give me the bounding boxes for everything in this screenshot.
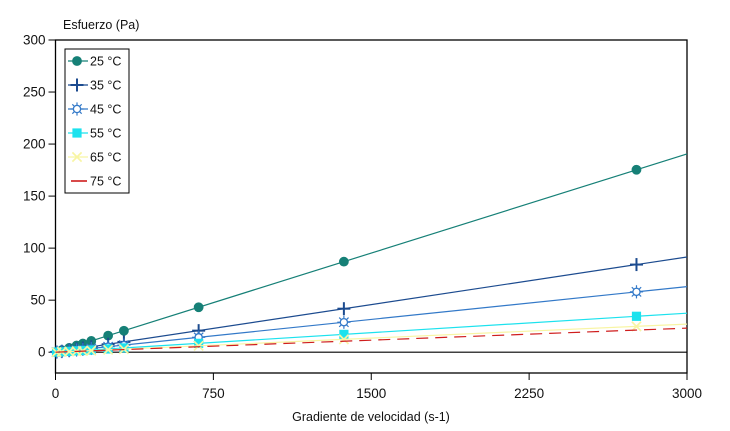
- x-axis-title: Gradiente de velocidad (s-1): [292, 410, 450, 424]
- series-75c: [55, 327, 688, 353]
- x-tick-label: 3000: [672, 386, 702, 401]
- legend-label: 55 °C: [90, 127, 121, 141]
- legend: 25 °C 35 °C 45 °C 55 °C 65 °C 75 °C: [64, 48, 130, 194]
- legend-label: 65 °C: [90, 151, 121, 165]
- x-tick-label: 1500: [356, 386, 386, 401]
- circle-marker-icon: [338, 256, 349, 267]
- circle-marker-icon: [72, 56, 82, 66]
- sun-marker-icon: [632, 287, 641, 297]
- legend-item: 35 °C: [68, 78, 121, 93]
- y-tick-label: 300: [23, 33, 46, 48]
- legend-item: 55 °C: [68, 127, 121, 141]
- square-marker-icon: [119, 343, 129, 353]
- y-tick-label: 150: [23, 189, 46, 204]
- series-line: [55, 327, 688, 353]
- square-marker-icon: [194, 338, 204, 348]
- legend-item: 65 °C: [68, 151, 121, 165]
- series-line: [55, 256, 688, 353]
- square-marker-icon: [339, 329, 349, 339]
- legend-item: 25 °C: [68, 55, 121, 69]
- y-tick-label: 250: [23, 85, 46, 100]
- y-tick-label: 50: [30, 293, 45, 308]
- y-tick-label: 0: [38, 345, 46, 360]
- x-tick-label: 2250: [514, 386, 544, 401]
- y-axis-title: Esfuerzo (Pa): [63, 18, 139, 32]
- circle-marker-icon: [193, 302, 204, 313]
- legend-label: 25 °C: [90, 55, 121, 69]
- sun-marker-icon: [72, 104, 82, 114]
- sun-marker-icon: [339, 317, 349, 327]
- legend-label: 45 °C: [90, 103, 121, 117]
- legend-item: 45 °C: [68, 102, 121, 117]
- square-marker-icon: [631, 311, 642, 321]
- legend-label: 75 °C: [90, 175, 121, 189]
- series-line: [55, 286, 688, 353]
- series-25c: [51, 153, 688, 357]
- y-tick-label: 100: [23, 241, 46, 256]
- series-65c: [51, 321, 688, 358]
- series-line: [55, 323, 688, 353]
- legend-label: 35 °C: [90, 79, 121, 93]
- square-marker-icon: [72, 128, 82, 138]
- x-tick-label: 0: [52, 386, 60, 401]
- legend-box: [64, 48, 130, 194]
- y-tick-label: 200: [23, 137, 46, 152]
- circle-marker-icon: [631, 164, 642, 175]
- x-tick-label: 750: [202, 386, 225, 401]
- series-55c: [51, 311, 688, 357]
- circle-marker-icon: [119, 325, 129, 336]
- series-line: [55, 312, 688, 353]
- series-line: [55, 153, 688, 353]
- legend-item: 75 °C: [71, 175, 121, 189]
